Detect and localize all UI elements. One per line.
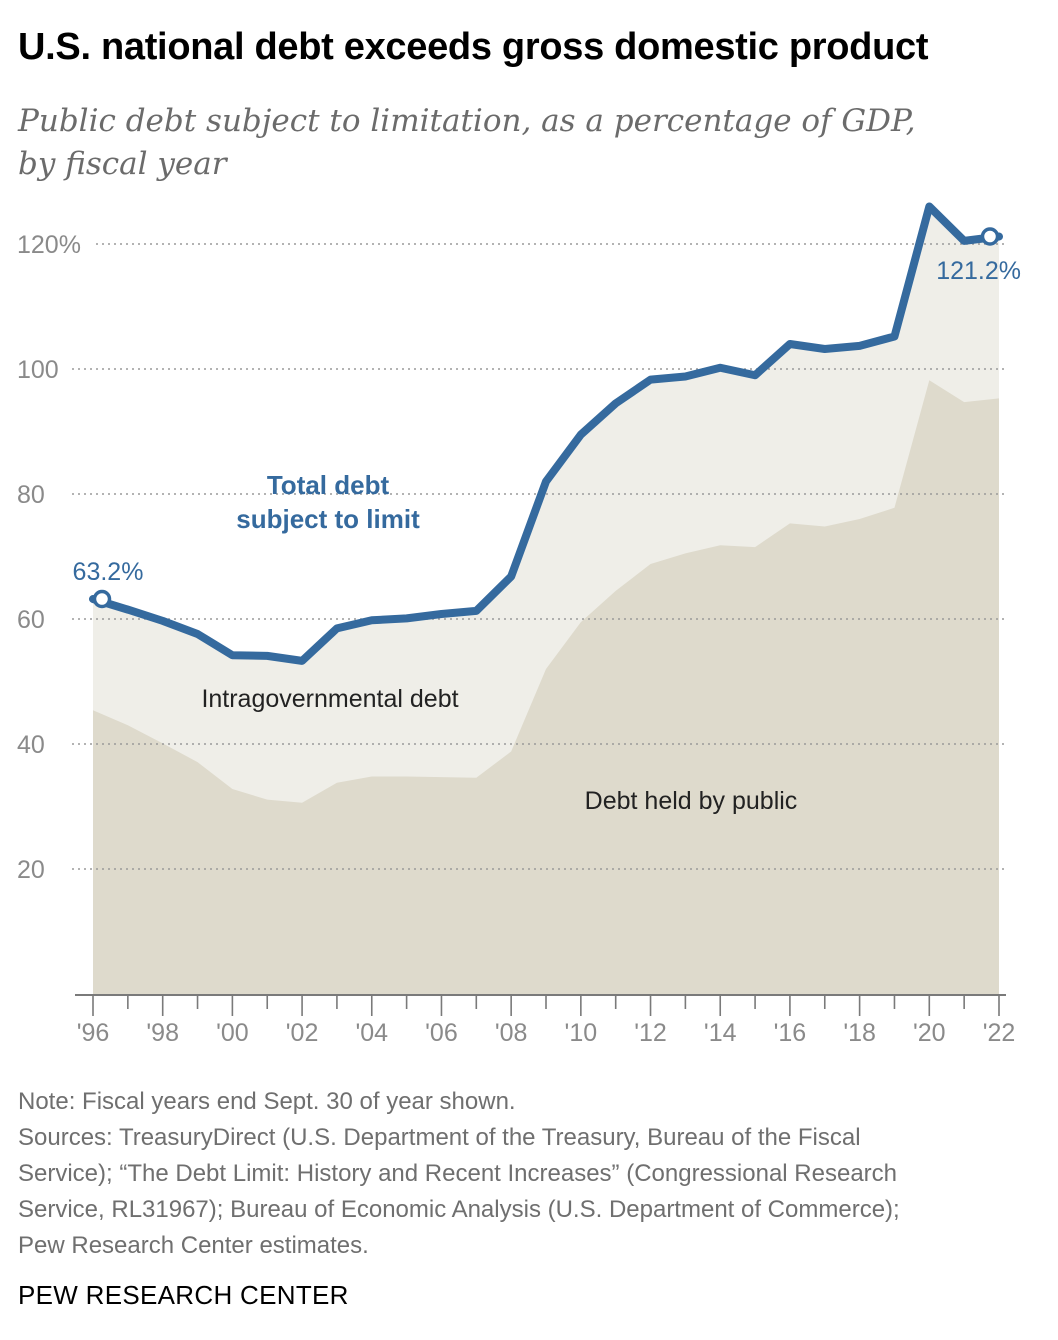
brand-logo-text: PEW RESEARCH CENTER	[18, 1280, 349, 1310]
chart-gridlines	[72, 243, 1004, 870]
y-tick-label-40: 40	[17, 731, 45, 759]
y-tick-label-80: 80	[17, 481, 45, 509]
y-tick-label-60: 60	[17, 606, 45, 634]
chart-labels: Total debt subject to limit Intragovernm…	[73, 257, 1021, 815]
x-tick-label-2018: '18	[843, 1019, 876, 1047]
x-axis: '96 '98 '00 '02 '04 '06 '08 '10 '12 '14 '16 '18 '20 '…	[75, 994, 1016, 1047]
debt-chart: 20 40 60 80 100 120% '96 '98 '00 '02 '04 '06 '08 '10…	[17, 202, 1021, 1047]
x-tick-label-2014: '14	[704, 1019, 737, 1047]
chart-title: U.S. national debt exceeds gross domesti…	[18, 26, 929, 68]
x-tick-label-2002: '02	[286, 1019, 319, 1047]
y-axis-ticks: 20 40 60 80 100 120%	[17, 231, 81, 884]
x-tick-label-2004: '04	[355, 1019, 388, 1047]
x-tick-label-2010: '10	[565, 1019, 598, 1047]
x-tick-label-2012: '12	[634, 1019, 667, 1047]
public-debt-label: Debt held by public	[585, 787, 798, 815]
end-value-label: 121.2%	[936, 257, 1021, 285]
subtitle-line-2: by fiscal year	[18, 146, 227, 182]
sources-line-1: Sources: TreasuryDirect (U.S. Department…	[18, 1124, 861, 1151]
x-tick-label-1996: '96	[77, 1019, 110, 1047]
chart-areas	[93, 206, 999, 994]
total-debt-label-line2: subject to limit	[236, 504, 420, 534]
x-tick-label-2016: '16	[774, 1019, 807, 1047]
sources-line-2: Service); “The Debt Limit: History and R…	[18, 1160, 898, 1187]
y-tick-label-120: 120%	[17, 231, 81, 259]
chart-subtitle: Public debt subject to limitation, as a …	[18, 100, 918, 186]
y-tick-label-20: 20	[17, 856, 45, 884]
sources-line-4: Pew Research Center estimates.	[18, 1232, 369, 1259]
total-debt-line	[89, 202, 1003, 665]
x-tick-label-2008: '08	[495, 1019, 528, 1047]
sources-line-3: Service, RL31967); Bureau of Economic An…	[18, 1196, 900, 1223]
chart-notes: Note: Fiscal years end Sept. 30 of year …	[18, 1084, 1028, 1264]
note-text: Note: Fiscal years end Sept. 30 of year …	[18, 1088, 516, 1115]
x-tick-label-1998: '98	[146, 1019, 179, 1047]
public-debt-area	[93, 380, 999, 994]
intragov-debt-label: Intragovernmental debt	[201, 685, 458, 713]
subtitle-line-1: Public debt subject to limitation, as a …	[18, 103, 916, 139]
x-tick-label-2020: '20	[913, 1019, 946, 1047]
x-tick-label-2000: '00	[216, 1019, 249, 1047]
start-value-label: 63.2%	[73, 558, 144, 586]
x-tick-label-2006: '06	[425, 1019, 458, 1047]
end-point-marker	[980, 227, 1000, 246]
start-point-marker	[92, 589, 112, 609]
y-tick-label-100: 100	[17, 356, 59, 384]
x-tick-label-2022: '22	[983, 1019, 1016, 1047]
total-debt-label-line1: Total debt	[267, 470, 390, 500]
total-debt-line-group	[89, 202, 1003, 665]
